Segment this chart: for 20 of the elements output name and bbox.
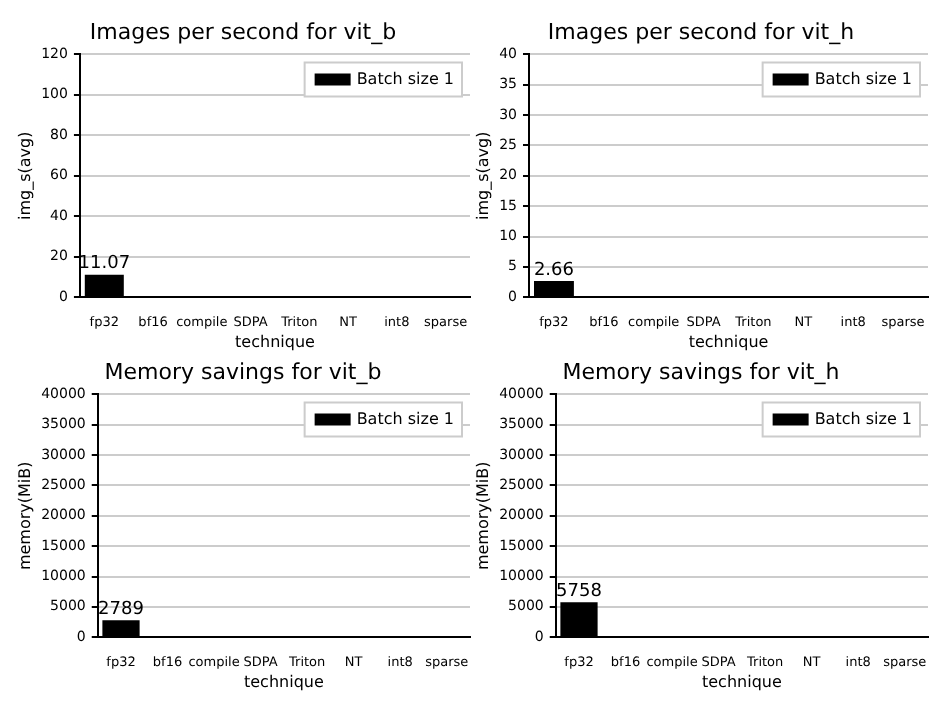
data-label: 2789 <box>98 599 145 620</box>
legend-label: Batch size 1 <box>814 409 913 428</box>
x-axis-title: technique <box>701 672 782 691</box>
data-label: 5758 <box>556 581 603 602</box>
data-label: 2.66 <box>533 260 575 281</box>
legend-label: Batch size 1 <box>356 409 455 428</box>
legend-label: Batch size 1 <box>814 69 913 88</box>
y-axis-title: img_s(avg) <box>15 131 34 221</box>
data-label: 11.07 <box>78 254 131 275</box>
x-axis-title: technique <box>243 672 324 691</box>
y-axis-title: memory(MiB) <box>473 461 492 571</box>
y-axis-title: memory(MiB) <box>15 461 34 571</box>
chart-title: Memory savings for vit_h <box>562 358 840 385</box>
chart-title: Images per second for vit_h <box>547 18 855 45</box>
x-axis-title: technique <box>235 332 316 351</box>
legend-label: Batch size 1 <box>356 69 455 88</box>
y-axis-title: img_s(avg) <box>473 131 492 221</box>
x-axis-title: technique <box>688 332 769 351</box>
chart-title: Images per second for vit_b <box>89 18 397 45</box>
chart-title: Memory savings for vit_b <box>104 358 382 385</box>
